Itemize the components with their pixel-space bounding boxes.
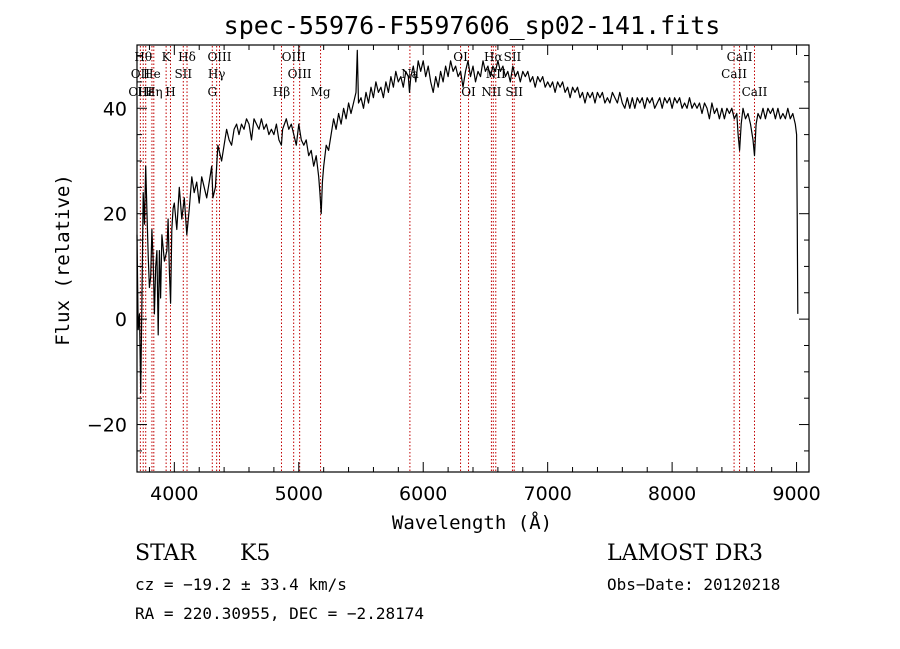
emission-line-label: OI (461, 85, 476, 99)
emission-line-label: G (207, 85, 217, 99)
x-tick-label: 5000 (275, 483, 323, 505)
emission-line-label: K (162, 50, 172, 64)
emission-line-markers (139, 46, 755, 471)
emission-line-label: CaII (727, 50, 753, 64)
x-tick-label: 8000 (648, 483, 696, 505)
y-tick-label: 40 (103, 98, 127, 120)
emission-line-label: Hθ (134, 50, 152, 64)
emission-line-label: SII (504, 50, 522, 64)
emission-line-label: Hβ (273, 85, 290, 99)
object-class: STAR (135, 541, 197, 566)
emission-line-label: Hδ (178, 50, 196, 64)
emission-line-label: OIII (207, 50, 231, 64)
spectrum-line (136, 49, 799, 394)
coordinates: RA = 220.30955, DEC = −2.28174 (135, 604, 424, 623)
emission-line-label: Hγ (208, 67, 226, 81)
emission-line-label: OIII (288, 67, 312, 81)
observation-date: Obs−Date: 20120218 (607, 575, 780, 594)
emission-line-label: NII (481, 85, 501, 99)
y-tick-label: 20 (103, 204, 127, 226)
emission-line-label: OIII (128, 85, 152, 99)
emission-line-label: CaII (742, 85, 768, 99)
emission-line-label: SII (505, 85, 523, 99)
y-axis-label: Flux (relative) (52, 174, 74, 346)
chart-title: spec-55976-F5597606_sp02-141.fits (224, 11, 721, 40)
x-tick-label: 4000 (150, 483, 198, 505)
plot-frame (136, 44, 810, 473)
y-tick-label: 0 (115, 309, 127, 331)
x-tick-label: 7000 (523, 483, 571, 505)
x-tick-label: 9000 (772, 483, 820, 505)
redshift-cz: cz = −19.2 ± 33.4 km/s (135, 575, 347, 594)
emission-line-label: He (143, 67, 161, 81)
emission-line-label: OI (453, 50, 468, 64)
emission-line-label: Mg (311, 85, 331, 99)
emission-line-label: CaII (721, 67, 747, 81)
survey-name: LAMOST DR3 (607, 541, 763, 566)
emission-line-label: H (165, 85, 175, 99)
x-axis-ticks: 4000 5000 6000 7000 8000 9000 (148, 45, 821, 505)
object-subclass: K5 (240, 541, 270, 566)
emission-line-label: Hα (484, 50, 503, 64)
x-tick-label: 6000 (399, 483, 447, 505)
y-axis-ticks: −20 0 20 40 (87, 55, 809, 452)
emission-line-label: Hε (137, 85, 154, 99)
emission-line-label: OIII (282, 50, 306, 64)
y-tick-label: −20 (87, 415, 127, 437)
emission-line-label: Hη (145, 85, 163, 99)
emission-line-label: OII (131, 67, 151, 81)
x-axis-label: Wavelength (Å) (392, 511, 552, 534)
emission-line-label: SII (174, 67, 192, 81)
